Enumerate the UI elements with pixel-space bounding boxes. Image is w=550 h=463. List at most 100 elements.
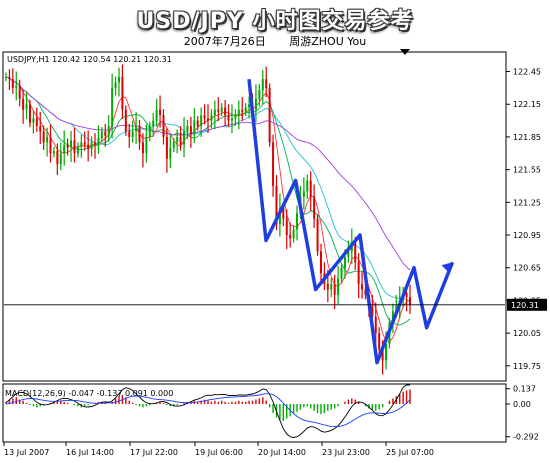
candle-body [49,136,52,154]
candle-body [42,131,45,143]
candle-body [189,126,192,134]
candle-body [159,109,162,116]
price-axis: 122.45 122.15 121.85 121.55 121.25 120.95 120.… [506,68,541,371]
zigzag-arrowhead [441,262,453,274]
candle-body [90,142,93,149]
candle-body [248,104,251,108]
price-panel-label: USDJPY,H1 120.42 120.54 120.21 120.31 [7,55,172,64]
candle-body [217,109,220,112]
candle-body [196,120,199,127]
candle-body [265,79,268,88]
candle-body [179,136,182,145]
candle-body [391,311,394,323]
candle-body [234,115,237,119]
price-tick-label: 120.95 [513,231,541,240]
chart-title: USD/JPY 小时图交易参考 [136,9,414,34]
price-tick-label: 119.75 [513,362,541,371]
candle-body [237,109,240,116]
candle-body [56,151,59,165]
time-axis: 13 Jul 2007 16 Jul 14:00 17 Jul 22:00 19 Ju… [3,442,434,457]
candle-body [18,85,21,99]
price-tick-label: 121.25 [513,198,541,207]
time-tick-label: 17 Jul 22:00 [130,448,178,457]
candle-body [121,76,124,110]
price-panel-frame [2,51,507,382]
candle-body [52,151,55,154]
price-tick-label: 122.15 [513,100,541,109]
candle-body [241,109,244,112]
candle-body [152,120,155,127]
candle-body [35,118,38,127]
candle-body [213,109,216,116]
time-tick-label: 23 Jul 23:00 [322,448,370,457]
candle-body [210,115,213,121]
candle-body [292,229,295,239]
candle-body [254,98,257,110]
macd-tick-label: -0.292 [513,433,539,442]
candle-body [138,126,141,143]
candle-body [15,85,18,88]
price-tick-label: 121.55 [513,166,541,175]
candle-body [165,136,168,159]
candle-body [97,138,100,145]
candle-body [306,180,309,192]
candle-body [272,142,275,186]
candle-body [316,218,319,252]
candle-body [319,251,322,274]
current-price-box [507,298,547,311]
zigzag-line [247,79,455,365]
candle-body [186,126,189,132]
candle-body [59,153,62,165]
candle-body [207,118,209,121]
candle-body [141,142,144,154]
candle-body [381,349,384,361]
chart-subtitle: 2007年7月26日 周游ZHOU You [0,33,550,49]
candle-body [46,136,49,143]
candle-body [371,305,374,317]
time-tick-label: 19 Jul 06:00 [195,448,243,457]
candle-body [22,98,25,110]
candle-body [330,284,333,290]
candle-body [155,109,158,121]
candle-body [282,207,285,219]
price-tick-label: 121.85 [513,133,541,142]
candle-body [326,284,329,290]
candle-body [296,213,299,230]
candle-body [66,144,69,148]
price-tick-label: 122.45 [513,68,541,77]
macd-signal-line [5,393,411,428]
candle-body [135,126,138,132]
candle-body [28,104,31,123]
chart-shift-marker-icon[interactable] [400,49,410,55]
current-price-line: 120.31 [4,298,547,311]
macd-tick-label: 0.00 [513,400,531,409]
macd-panel-label: MACD(12,26,9) -0.047 -0.137 0.091 0.000 [5,389,173,398]
candle-body [111,87,114,127]
candle-body [258,90,261,99]
candle-body [230,118,233,121]
candle-body [409,297,411,305]
candle-body [128,131,131,137]
current-price-label: 120.31 [511,301,539,310]
candle-body [285,218,288,236]
candle-body [76,146,79,154]
candle-body [11,79,14,88]
macd-panel-frame [2,383,507,443]
subtitle-date: 2007年7月26日 [183,35,266,48]
candle-body [5,76,7,78]
candle-body [357,262,360,285]
candle-body [87,144,90,149]
candle-body [114,82,117,88]
candle-body [374,316,377,334]
candle-body [25,104,28,110]
time-tick-label: 20 Jul 14:00 [258,448,306,457]
candle-body [162,115,165,137]
candle-body [354,242,357,263]
candle-body [80,142,83,147]
price-tick-label: 120.65 [513,264,541,273]
time-tick-label: 25 Jul 07:00 [386,448,434,457]
candle-body [302,191,305,197]
candle-body [145,136,148,154]
candle-body [385,344,388,361]
